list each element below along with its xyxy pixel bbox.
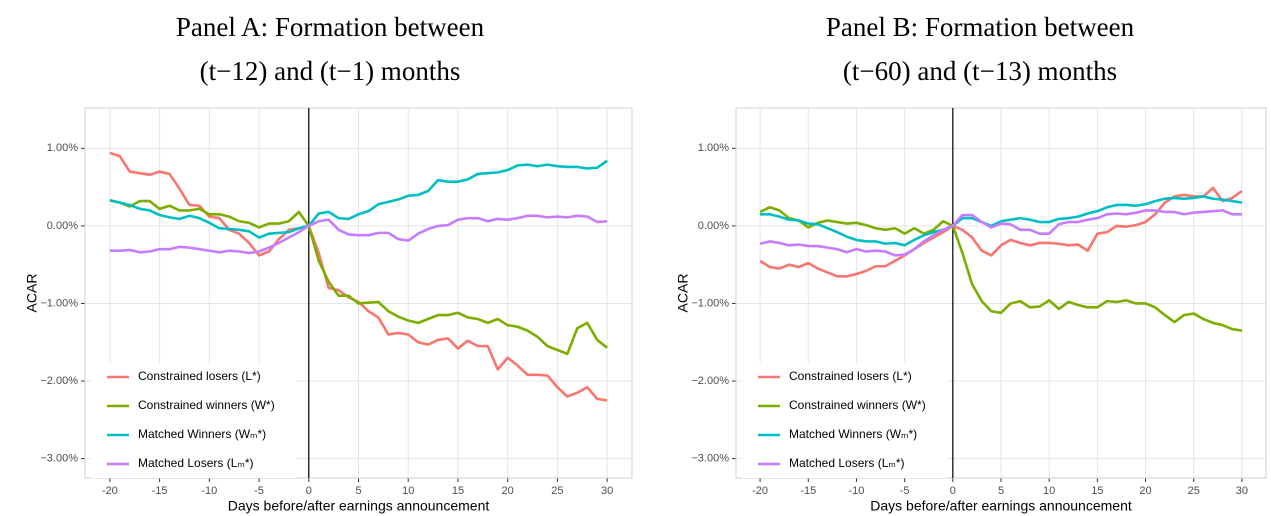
legend-label: Constrained losers (L*) — [138, 369, 261, 383]
legend-label: Constrained winners (W*) — [789, 398, 926, 412]
chart-title: (t−60) and (t−13) months — [843, 56, 1117, 86]
y-tick-label: −1.00% — [691, 297, 729, 309]
y-tick-label: −2.00% — [691, 375, 729, 387]
y-tick-label: 1.00% — [47, 142, 78, 154]
legend-label: Constrained losers (L*) — [789, 369, 912, 383]
x-tick-label: 10 — [402, 485, 414, 497]
series-line — [759, 186, 1243, 278]
x-tick-label: -10 — [201, 485, 217, 497]
y-axis-title: ACAR — [675, 274, 691, 313]
x-tick-label: -5 — [900, 485, 910, 497]
series-line — [760, 195, 1243, 247]
y-tick-label: 1.00% — [698, 142, 729, 154]
y-tick-label: 0.00% — [698, 220, 729, 232]
x-tick-label: -15 — [152, 485, 168, 497]
x-tick-label: 0 — [306, 485, 312, 497]
x-tick-label: 0 — [950, 485, 956, 497]
series-line — [109, 214, 608, 255]
x-tick-label: 20 — [1139, 485, 1151, 497]
y-axis-title: ACAR — [24, 274, 40, 313]
x-tick-label: 25 — [551, 485, 563, 497]
plot-border — [84, 107, 633, 479]
chart-title: Panel B: Formation between — [826, 12, 1135, 42]
y-tick-label: −1.00% — [40, 297, 78, 309]
x-tick-label: 5 — [355, 485, 361, 497]
y-tick-label: −2.00% — [40, 375, 78, 387]
x-tick-label: -5 — [254, 485, 264, 497]
x-tick-label: -20 — [752, 485, 768, 497]
legend-label: Matched Winners (Wₘ*) — [138, 427, 266, 441]
series-line — [759, 205, 1243, 332]
series-line — [109, 159, 608, 239]
legend-label: Matched Losers (Lₘ*) — [789, 456, 905, 470]
x-axis-title: Days before/after earnings announcement — [228, 498, 490, 514]
legend-background — [742, 363, 947, 478]
series-line — [109, 199, 608, 356]
x-tick-label: 30 — [1236, 485, 1248, 497]
series-line — [759, 209, 1242, 257]
chart-title: (t−12) and (t−1) months — [200, 56, 461, 86]
x-tick-label: 10 — [1043, 485, 1055, 497]
x-tick-label: 25 — [1188, 485, 1200, 497]
x-tick-label: 5 — [998, 485, 1004, 497]
chart-title: Panel A: Formation between — [176, 12, 485, 42]
x-axis-title: Days before/after earnings announcement — [870, 498, 1132, 514]
legend-label: Matched Losers (Lₘ*) — [138, 456, 254, 470]
y-tick-label: −3.00% — [40, 453, 78, 465]
x-tick-label: 15 — [1091, 485, 1103, 497]
y-tick-label: 0.00% — [47, 220, 78, 232]
legend-label: Matched Winners (Wₘ*) — [789, 427, 917, 441]
x-tick-label: 15 — [452, 485, 464, 497]
x-tick-label: 20 — [502, 485, 514, 497]
legend-background — [91, 363, 296, 478]
plot-border — [735, 107, 1267, 479]
legend-label: Constrained winners (W*) — [138, 398, 275, 412]
x-tick-label: -10 — [849, 485, 865, 497]
x-tick-label: -15 — [800, 485, 816, 497]
y-tick-label: −3.00% — [691, 453, 729, 465]
x-tick-label: -20 — [102, 485, 118, 497]
x-tick-label: 30 — [601, 485, 613, 497]
